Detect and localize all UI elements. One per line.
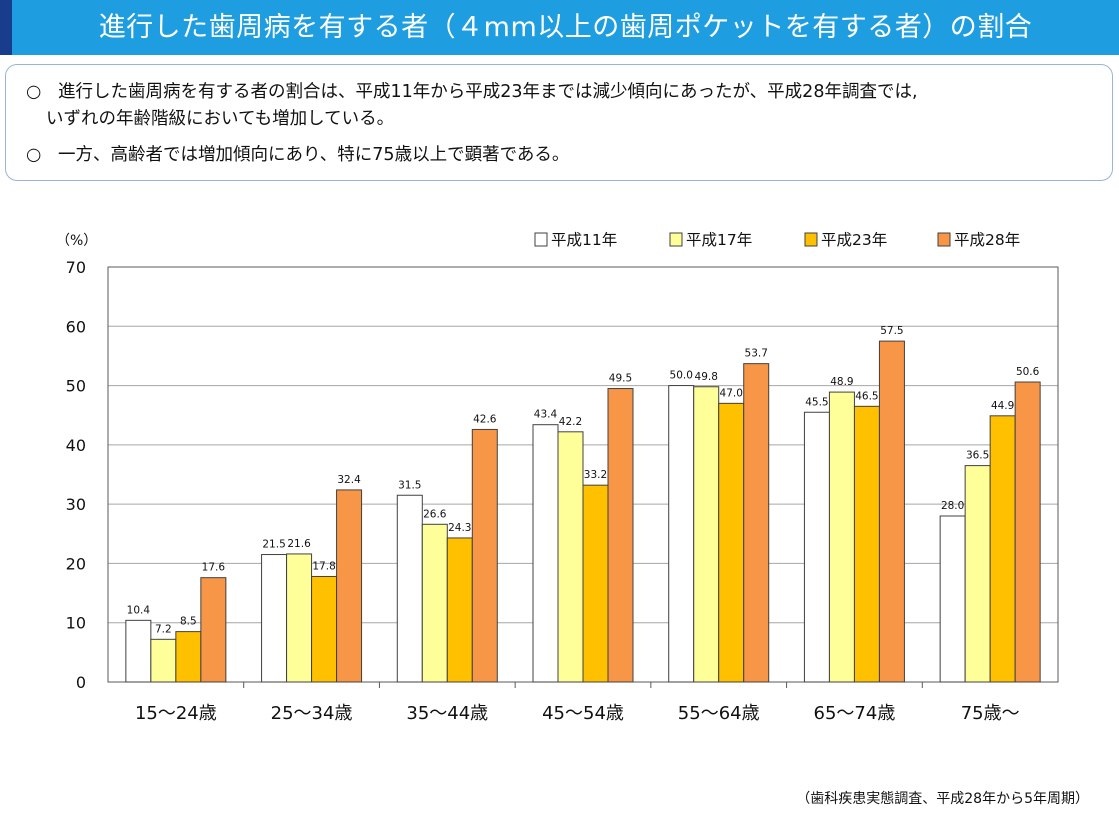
data-label: 24.3 bbox=[448, 522, 471, 534]
bar-平成28年-1 bbox=[336, 489, 363, 683]
bar-平成28年-5 bbox=[878, 340, 905, 683]
bar-平成11年-0 bbox=[125, 619, 152, 683]
bar-平成23年-2 bbox=[446, 537, 473, 683]
data-label: 47.0 bbox=[720, 387, 743, 399]
legend-label: 平成28年 bbox=[954, 231, 1020, 249]
bar-chart: 0 10 20 30 40 50 60 70 （%） 10.4 7.2 8.5 17.6 15～24歳 21… bbox=[56, 231, 1059, 724]
y-tick-label: 10 bbox=[66, 614, 86, 633]
legend-label: 平成17年 bbox=[686, 231, 752, 249]
data-label: 49.8 bbox=[695, 371, 718, 383]
page-title: 進行した歯周病を有する者（４mm以上の歯周ポケットを有する者）の割合 bbox=[98, 12, 1033, 43]
data-label: 31.5 bbox=[398, 479, 421, 491]
bar-平成11年-2 bbox=[396, 494, 423, 683]
bar-平成23年-3 bbox=[582, 484, 609, 683]
bar-平成11年-1 bbox=[261, 554, 288, 683]
bar-平成23年-6 bbox=[989, 415, 1016, 683]
bar-平成11年-6 bbox=[939, 515, 966, 683]
data-label: 36.5 bbox=[966, 450, 989, 462]
legend-label: 平成11年 bbox=[551, 231, 617, 249]
x-tick-label: 65～74歳 bbox=[814, 703, 896, 724]
x-tick-label: 35～44歳 bbox=[406, 703, 488, 724]
data-label: 33.2 bbox=[584, 469, 607, 481]
data-label: 44.9 bbox=[991, 400, 1014, 412]
bar-平成11年-4 bbox=[668, 385, 695, 683]
bar-平成23年-1 bbox=[311, 575, 338, 683]
data-label: 17.6 bbox=[202, 562, 226, 574]
bar-平成28年-3 bbox=[607, 388, 634, 683]
bar-平成11年-5 bbox=[803, 411, 830, 683]
bar-平成17年-6 bbox=[964, 465, 991, 683]
data-label: 28.0 bbox=[941, 500, 964, 512]
title-bar: 進行した歯周病を有する者（４mm以上の歯周ポケットを有する者）の割合 bbox=[0, 0, 1119, 55]
y-tick-label: 70 bbox=[66, 258, 86, 277]
data-label: 50.0 bbox=[670, 370, 693, 382]
x-tick-label: 55～64歳 bbox=[678, 703, 760, 724]
y-tick-label: 60 bbox=[66, 317, 86, 336]
data-label: 48.9 bbox=[830, 376, 853, 388]
data-label: 42.6 bbox=[473, 413, 497, 425]
data-label: 21.5 bbox=[262, 539, 285, 551]
bar-平成23年-4 bbox=[718, 402, 745, 683]
bar-平成28年-0 bbox=[200, 577, 227, 683]
data-label: 32.4 bbox=[337, 474, 361, 486]
data-label: 46.5 bbox=[855, 390, 878, 402]
data-label: 42.2 bbox=[559, 416, 582, 428]
bar-平成17年-1 bbox=[286, 553, 313, 683]
legend-swatch bbox=[534, 232, 548, 247]
bar-平成17年-3 bbox=[557, 431, 584, 683]
bar-平成17年-2 bbox=[421, 523, 448, 683]
bar-平成28年-4 bbox=[743, 363, 770, 683]
source-note: （歯科疾患実態調査、平成28年から5年周期） bbox=[796, 791, 1089, 807]
data-label: 7.2 bbox=[155, 623, 172, 635]
y-tick-label: 30 bbox=[66, 495, 86, 514]
bar-平成11年-3 bbox=[532, 424, 559, 683]
bar-平成17年-0 bbox=[150, 638, 177, 683]
legend-label: 平成23年 bbox=[821, 231, 887, 249]
bar-平成23年-0 bbox=[175, 631, 202, 683]
legend-swatch bbox=[669, 232, 683, 247]
bar-平成17年-4 bbox=[693, 386, 720, 683]
data-label: 8.5 bbox=[180, 616, 197, 628]
summary-box: ○ 進行した歯周病を有する者の割合は、平成11年から平成23年までは減少傾向にあっ… bbox=[5, 64, 1113, 181]
summary-text-2: 一方、高齢者では増加傾向にあり、特に75歳以上で顕著である。 bbox=[58, 145, 570, 165]
data-label: 10.4 bbox=[127, 604, 151, 616]
x-tick-label: 45～54歳 bbox=[542, 703, 624, 724]
summary-bullet-1-cont: いずれの年齢階級においても増加している。 bbox=[46, 107, 394, 131]
data-label: 50.6 bbox=[1016, 366, 1040, 378]
legend-swatch bbox=[804, 232, 818, 247]
legend-swatch bbox=[937, 232, 951, 247]
data-label: 49.5 bbox=[609, 373, 632, 385]
y-axis-label: （%） bbox=[56, 233, 97, 249]
x-tick-label: 75歳～ bbox=[961, 703, 1020, 724]
summary-bullet-2: ○ 一方、高齢者では増加傾向にあり、特に75歳以上で顕著である。 bbox=[26, 143, 569, 167]
bar-平成23年-5 bbox=[853, 405, 880, 683]
y-tick-label: 40 bbox=[66, 436, 86, 455]
data-label: 21.6 bbox=[287, 538, 311, 550]
data-label: 26.6 bbox=[423, 508, 447, 520]
bar-平成28年-2 bbox=[471, 428, 498, 683]
summary-text-1: 進行した歯周病を有する者の割合は、平成11年から平成23年までは減少傾向にあった… bbox=[58, 82, 918, 102]
data-label: 57.5 bbox=[880, 325, 903, 337]
data-label: 43.4 bbox=[534, 409, 558, 421]
x-tick-label: 25～34歳 bbox=[271, 703, 353, 724]
x-tick-label: 15～24歳 bbox=[135, 703, 217, 724]
summary-bullet-1: ○ 進行した歯周病を有する者の割合は、平成11年から平成23年までは減少傾向にあっ… bbox=[26, 80, 918, 104]
y-tick-label: 50 bbox=[66, 377, 86, 396]
data-label: 53.7 bbox=[745, 348, 768, 360]
y-tick-label: 0 bbox=[76, 673, 86, 692]
bullet-circle-icon: ○ bbox=[26, 145, 42, 165]
y-tick-label: 20 bbox=[66, 554, 86, 573]
data-label: 45.5 bbox=[805, 396, 828, 408]
data-label: 17.8 bbox=[312, 560, 335, 572]
bar-平成28年-6 bbox=[1014, 381, 1041, 683]
bullet-circle-icon: ○ bbox=[26, 82, 42, 102]
bar-平成17年-5 bbox=[828, 391, 855, 683]
summary-text-1-cont: いずれの年齢階級においても増加している。 bbox=[46, 109, 395, 129]
